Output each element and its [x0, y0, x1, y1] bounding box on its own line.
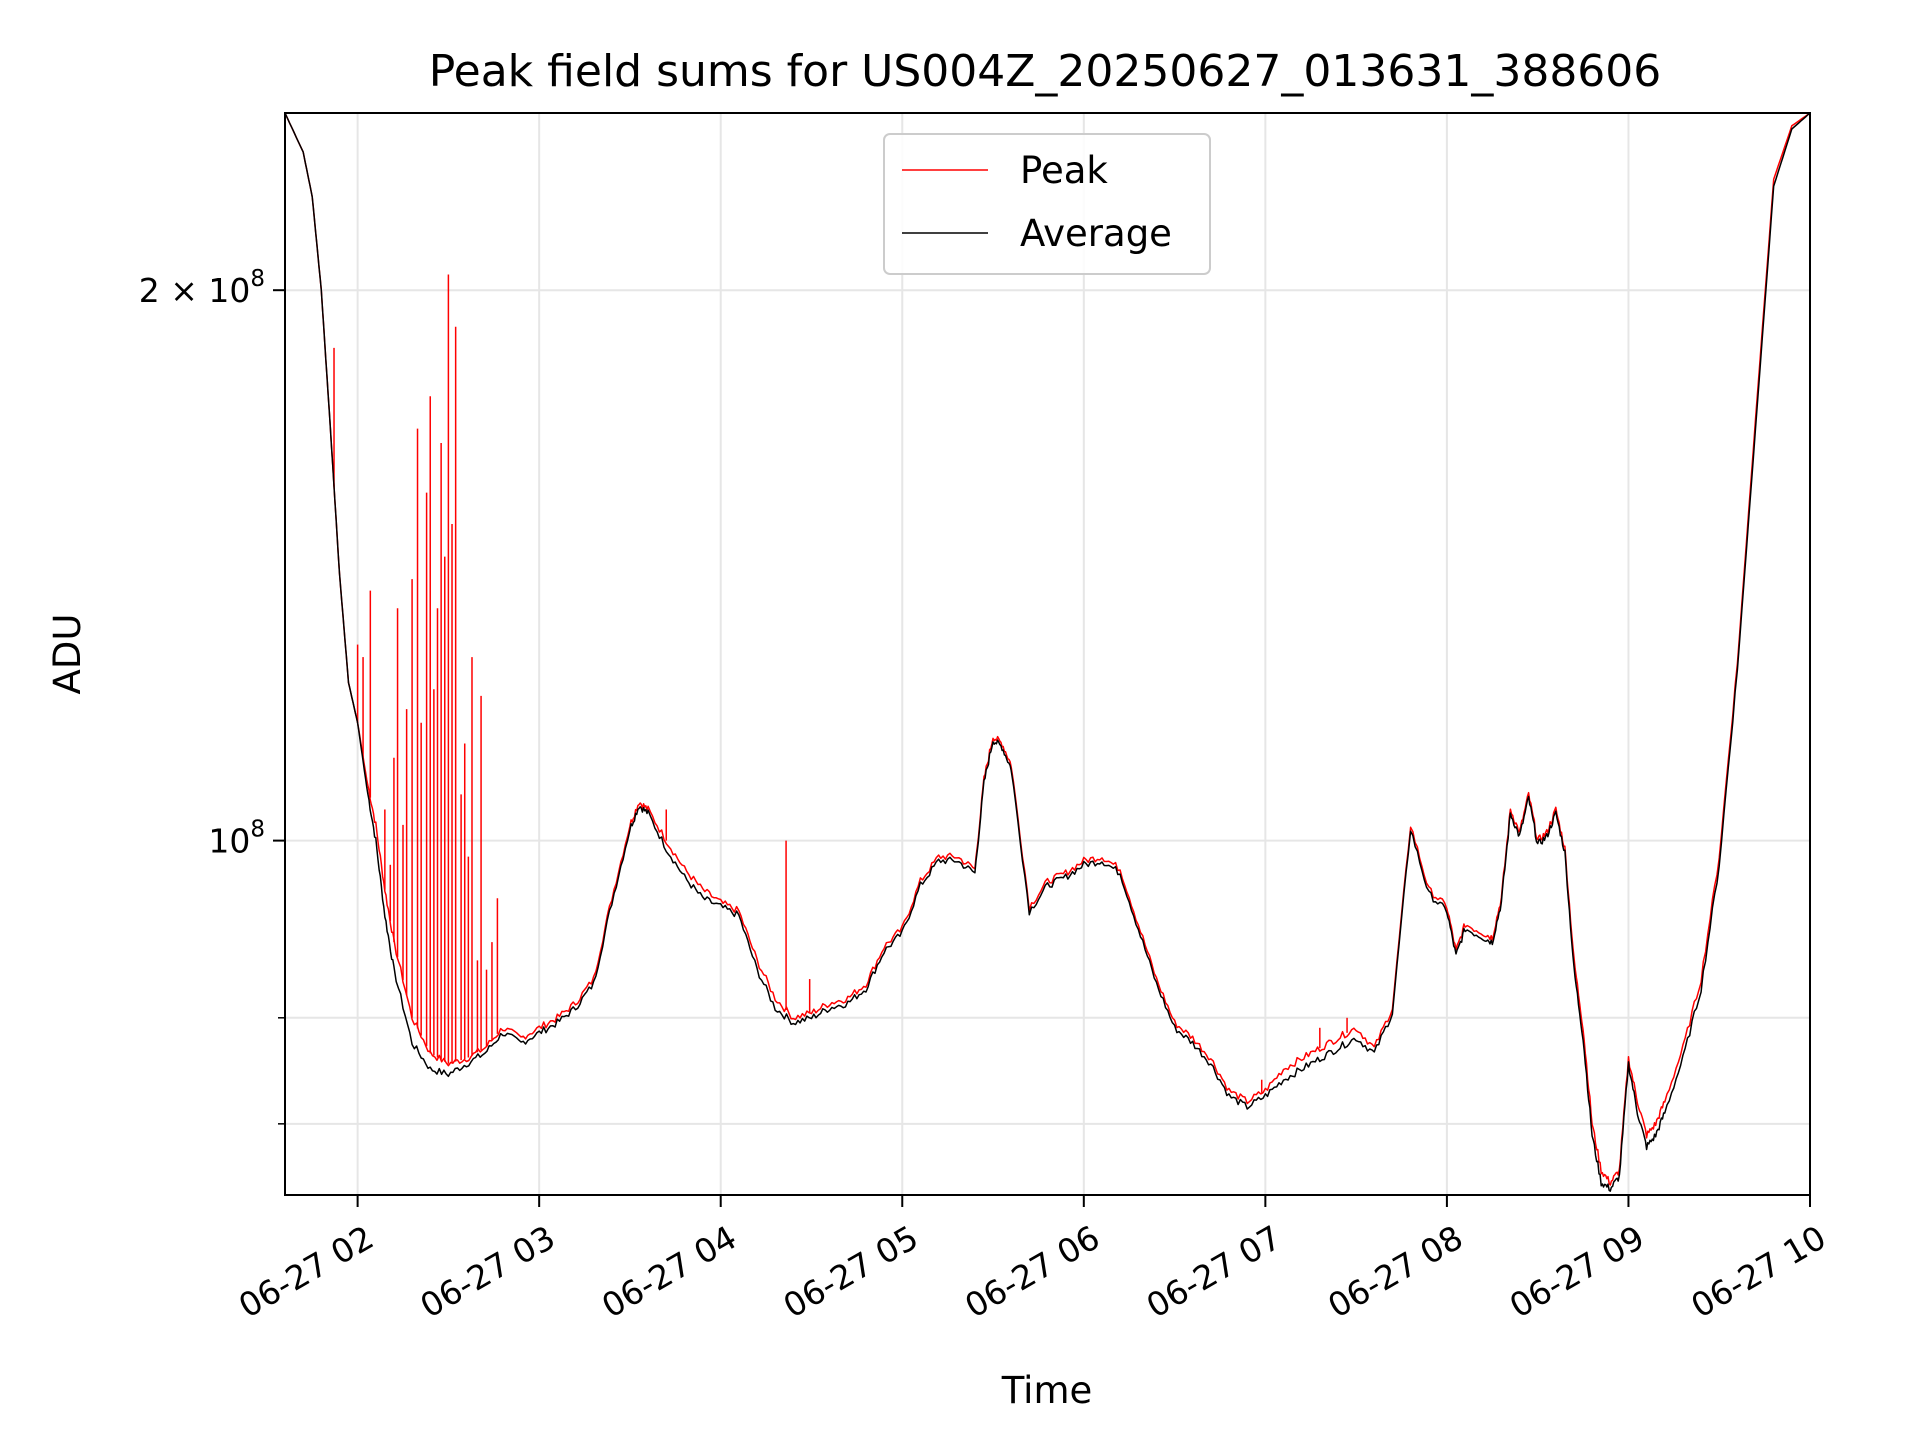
- y-tick-label: 2 × 108: [139, 266, 265, 310]
- legend-label-peak: Peak: [1020, 149, 1108, 192]
- y-tick-base: 10: [208, 271, 250, 310]
- y-tick-base: 10: [208, 822, 250, 861]
- y-tick-exponent: 8: [250, 817, 265, 843]
- y-axis-label: ADU: [46, 614, 89, 695]
- legend-label-average: Average: [1020, 212, 1172, 255]
- plot-frame: [284, 112, 1811, 1196]
- legend-box: [883, 133, 1211, 275]
- y-tick-exponent: 8: [250, 266, 265, 292]
- series-line-peak: [285, 113, 1810, 1186]
- legend: Peak Average: [883, 133, 1211, 275]
- x-axis-label: Time: [1001, 1369, 1093, 1412]
- y-tick-label: 108: [208, 817, 265, 861]
- plot-area: [285, 113, 1810, 1192]
- chart-title: Peak field sums for US004Z_20250627_0136…: [429, 46, 1662, 97]
- series-line-average: [285, 113, 1810, 1192]
- y-tick-mantissa: 2 ×: [139, 271, 209, 310]
- peak-spikes: [333, 274, 1348, 1093]
